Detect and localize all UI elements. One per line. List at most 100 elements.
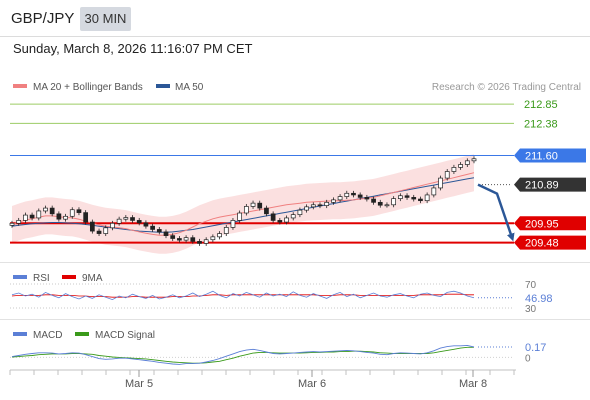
candle-body [391, 198, 397, 206]
candle [136, 217, 142, 226]
candle-body [250, 202, 256, 207]
candle [464, 158, 470, 167]
candle-body [150, 225, 155, 230]
candle-body [49, 207, 55, 215]
candle [183, 235, 189, 243]
macd-signal-line [11, 346, 474, 364]
candle-body [16, 220, 22, 224]
candle-body [156, 229, 162, 233]
x-axis-label: Mar 8 [459, 378, 487, 390]
candle-body [210, 236, 216, 241]
candle-body [183, 237, 189, 241]
candle-body [270, 213, 276, 221]
candle-body [123, 217, 129, 220]
x-axis-label: Mar 6 [298, 378, 326, 390]
candle [49, 205, 55, 217]
candle [89, 219, 95, 234]
candle-body [284, 217, 289, 223]
candle-body [424, 194, 430, 202]
candle [471, 156, 477, 164]
candle [257, 200, 263, 211]
candle [451, 164, 457, 174]
macd-current-label: 0.17 [525, 342, 546, 354]
candle [29, 212, 35, 221]
candle-body [290, 214, 296, 219]
candle [331, 197, 336, 205]
price-panel: 212.85 212.38 211.60 210.89 209.95 209.48 [9, 99, 586, 254]
candle-body [377, 201, 383, 206]
candle [458, 162, 463, 170]
candle [63, 213, 68, 222]
candle-body [96, 230, 102, 234]
candle [116, 216, 122, 226]
candle-body [337, 196, 343, 201]
candle [444, 169, 450, 181]
candle [438, 175, 443, 191]
candle-body [89, 221, 95, 232]
price-tag-label-209.48: 209.48 [525, 238, 559, 250]
candle [391, 196, 397, 208]
candle [203, 237, 209, 246]
price-tag-209.95 [514, 216, 586, 231]
candle-body [217, 233, 222, 238]
candle-body [397, 195, 403, 199]
candle [83, 210, 89, 225]
level-label-212.38: 212.38 [524, 118, 558, 130]
candle-body [83, 212, 89, 223]
candle [418, 196, 423, 204]
price-tag-label-209.95: 209.95 [525, 218, 559, 230]
candle-body [277, 220, 283, 223]
candle [69, 207, 75, 219]
rsi-line [11, 290, 475, 301]
price-tag-label-210.89: 210.89 [525, 180, 559, 192]
candle [123, 215, 129, 222]
candle-body [23, 214, 28, 221]
rsi-legend-label: RSI [33, 273, 50, 284]
candle-body [116, 218, 122, 224]
ma50-legend-swatch [156, 84, 170, 88]
candle [230, 217, 236, 230]
rsi-legend-swatch [13, 275, 27, 279]
candle-body [136, 220, 142, 224]
candle-body [464, 160, 470, 165]
candle-body [163, 231, 169, 236]
candle-body [297, 209, 303, 216]
candle [23, 212, 28, 223]
candle-body [324, 201, 330, 206]
timeframe-button[interactable]: 30 MIN [80, 7, 131, 31]
candle-body [331, 199, 336, 203]
candle [56, 211, 62, 222]
candle [337, 194, 343, 203]
candle [9, 220, 15, 228]
candle-body [418, 198, 423, 202]
rsi-current-label: 46.98 [525, 293, 553, 305]
symbol-label: GBP/JPY [11, 10, 75, 27]
panel-divider-rsi [0, 262, 590, 263]
candle [210, 234, 216, 243]
candle [371, 196, 376, 205]
price-tag-label-211.60: 211.60 [525, 150, 558, 162]
candle [310, 202, 316, 210]
candle-body [230, 220, 236, 228]
candle [304, 204, 309, 213]
candle [130, 215, 135, 223]
candle-body [43, 207, 48, 212]
macd-signal-legend-swatch [75, 332, 89, 336]
ma50-legend-label: MA 50 [175, 82, 204, 93]
candle [424, 192, 430, 204]
macd-line [11, 344, 475, 365]
macd-panel: 00.17 [10, 342, 546, 365]
candle [384, 202, 390, 208]
price-legend: MA 20 + Bollinger Bands MA 50 Research ©… [13, 82, 581, 93]
candle-body [384, 204, 390, 207]
copyright-label: Research © 2026 Trading Central [432, 82, 581, 93]
candle [163, 229, 169, 239]
candle [96, 228, 102, 237]
candle [344, 190, 350, 200]
level-label-212.85: 212.85 [524, 99, 558, 111]
rsi-ma9-line [11, 293, 474, 298]
candle-body [170, 235, 176, 239]
candle [397, 193, 403, 202]
candle [43, 205, 48, 214]
